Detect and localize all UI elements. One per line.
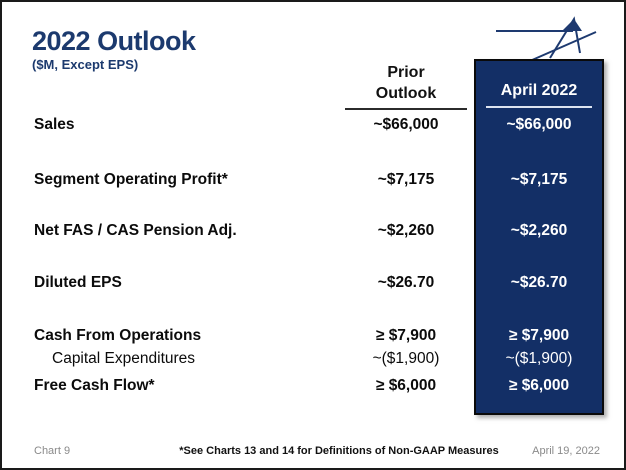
table-row: Net FAS / CAS Pension Adj. ~$2,260 ~$2,2… bbox=[2, 220, 624, 242]
row-label: Capital Expenditures bbox=[52, 350, 196, 367]
april-2022-value: ≥ $7,900 bbox=[508, 327, 570, 344]
row-label: Sales bbox=[34, 116, 75, 133]
page-subtitle: ($M, Except EPS) bbox=[32, 57, 139, 72]
title-block: 2022 Outlook ($M, Except EPS) bbox=[32, 26, 196, 72]
table-row: Sales ~$66,000 ~$66,000 bbox=[2, 114, 624, 136]
april-2022-value: ~($1,900) bbox=[505, 350, 573, 367]
row-label: Cash From Operations bbox=[34, 327, 202, 344]
row-label: Net FAS / CAS Pension Adj. bbox=[34, 222, 237, 239]
april-2022-value: ~$2,260 bbox=[510, 222, 568, 239]
april-2022-value: ~$66,000 bbox=[506, 116, 572, 133]
column-header-prior-line1: Prior bbox=[387, 64, 425, 81]
column-header-prior-line2: Outlook bbox=[375, 85, 437, 102]
chart-number: Chart 9 bbox=[34, 445, 71, 457]
april-2022-value: ~$26.70 bbox=[510, 274, 568, 291]
april-2022-value: ~$7,175 bbox=[510, 171, 568, 188]
slide-footer: Chart 9 *See Charts 13 and 14 for Defini… bbox=[2, 442, 624, 462]
prior-outlook-value: ~$26.70 bbox=[377, 274, 435, 291]
april-2022-column-box: April 2022 bbox=[474, 59, 604, 415]
prior-outlook-value: ~$7,175 bbox=[377, 171, 435, 188]
table-row: Cash From Operations ≥ $7,900 ≥ $7,900 bbox=[2, 325, 624, 347]
april-header-underline bbox=[486, 106, 592, 108]
table-row: Segment Operating Profit* ~$7,175 ~$7,17… bbox=[2, 169, 624, 191]
row-label: Free Cash Flow* bbox=[34, 377, 155, 394]
prior-outlook-value: ~$66,000 bbox=[373, 116, 439, 133]
table-row: Free Cash Flow* ≥ $6,000 ≥ $6,000 bbox=[2, 375, 624, 397]
lockheed-star-logo-icon bbox=[496, 16, 597, 65]
prior-outlook-value: ≥ $7,900 bbox=[375, 327, 437, 344]
slide-date: April 19, 2022 bbox=[532, 445, 600, 457]
non-gaap-footnote: *See Charts 13 and 14 for Definitions of… bbox=[179, 445, 499, 457]
column-header-prior-outlook: Prior Outlook bbox=[345, 62, 467, 110]
table-row: Capital Expenditures ~($1,900) ~($1,900) bbox=[2, 348, 624, 370]
page-title: 2022 Outlook bbox=[32, 26, 196, 56]
column-header-april-2022: April 2022 bbox=[500, 82, 578, 99]
table-row: Diluted EPS ~$26.70 ~$26.70 bbox=[2, 272, 624, 294]
prior-outlook-value: ~($1,900) bbox=[372, 350, 440, 367]
row-label: Diluted EPS bbox=[34, 274, 122, 291]
april-2022-value: ≥ $6,000 bbox=[508, 377, 570, 394]
prior-outlook-value: ~$2,260 bbox=[377, 222, 435, 239]
prior-outlook-value: ≥ $6,000 bbox=[375, 377, 437, 394]
row-label: Segment Operating Profit* bbox=[34, 171, 228, 188]
